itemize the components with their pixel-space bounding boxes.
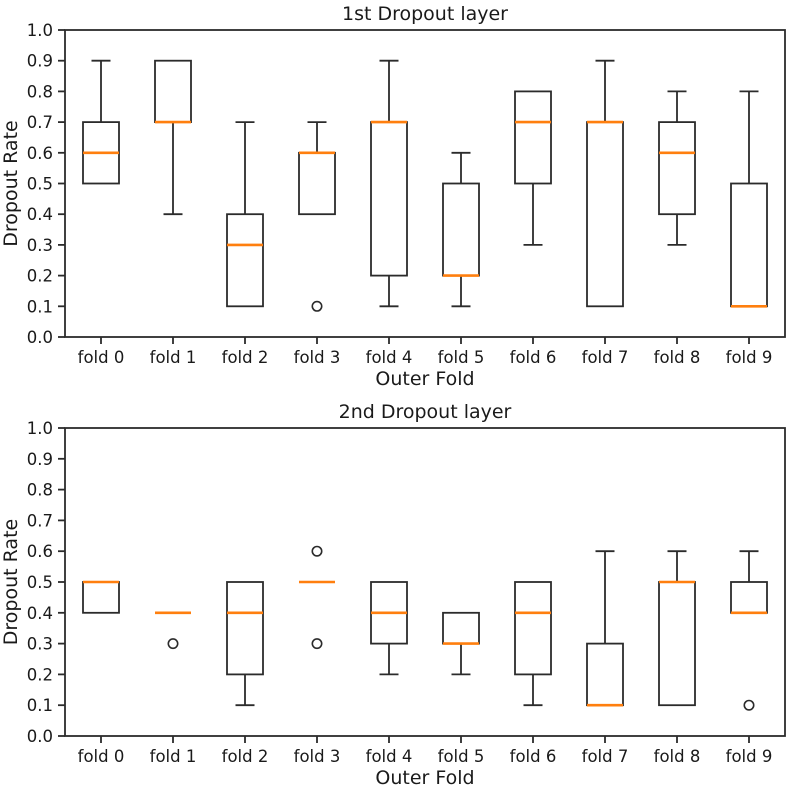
- box-fold-8: [658, 90, 696, 246]
- x-tick-label: fold 3: [294, 348, 341, 367]
- x-tick-label: fold 7: [582, 747, 629, 766]
- flier: [743, 699, 755, 711]
- y-tick-label: 0.8: [27, 82, 53, 101]
- box-fold-3: [298, 121, 336, 312]
- y-axis-label: Dropout Rate: [0, 120, 22, 246]
- x-tick-label: fold 4: [366, 348, 413, 367]
- y-tick-label: 0.8: [27, 481, 53, 500]
- y-tick-label: 1.0: [27, 21, 53, 40]
- box-fold-3: [299, 545, 335, 650]
- box-fold-2: [226, 121, 264, 308]
- x-axis-label: Outer Fold: [375, 368, 474, 390]
- y-tick-label: 1.0: [27, 419, 53, 438]
- x-tick-label: fold 3: [294, 747, 341, 766]
- x-tick-label: fold 6: [510, 348, 557, 367]
- box-rect: [154, 59, 192, 124]
- plot-title: 2nd Dropout layer: [339, 401, 512, 423]
- y-tick-label: 0.9: [27, 450, 53, 469]
- y-tick-label: 0.1: [27, 696, 53, 715]
- flier: [311, 638, 323, 650]
- x-tick-label: fold 0: [78, 348, 125, 367]
- y-tick-label: 0.5: [27, 175, 53, 194]
- box-fold-2: [226, 581, 264, 707]
- box-rect: [730, 182, 768, 308]
- box-fold-8: [658, 550, 696, 707]
- box-fold-1: [155, 611, 191, 650]
- x-tick-label: fold 9: [726, 747, 773, 766]
- x-tick-label: fold 2: [222, 747, 269, 766]
- box-rect: [730, 581, 768, 614]
- x-axis-label: Outer Fold: [375, 767, 474, 789]
- x-tick-label: fold 8: [654, 747, 701, 766]
- y-tick-label: 0.4: [27, 604, 53, 623]
- box-rect: [226, 213, 264, 308]
- x-tick-label: fold 7: [582, 348, 629, 367]
- x-tick-label: fold 1: [150, 747, 197, 766]
- y-tick-label: 0.5: [27, 573, 53, 592]
- y-tick-label: 0.6: [27, 542, 53, 561]
- flier: [167, 638, 179, 650]
- box-fold-5: [442, 611, 480, 676]
- box-fold-1: [154, 59, 192, 216]
- box-rect: [658, 121, 696, 216]
- x-tick-label: fold 1: [150, 348, 197, 367]
- y-tick-label: 0.9: [27, 52, 53, 71]
- box-fold-9: [730, 90, 768, 308]
- flier: [311, 300, 323, 312]
- y-axis-label: Dropout Rate: [0, 519, 22, 645]
- y-tick-label: 0.0: [27, 727, 53, 746]
- x-tick-label: fold 6: [510, 747, 557, 766]
- y-tick-label: 0.1: [27, 297, 53, 316]
- box-rect: [658, 581, 696, 707]
- box-fold-4: [370, 581, 408, 676]
- subplot-2: 0.0 0.1 0.2 0.3 0.4 0.5 0.6 0.7 0.8 0.9 1.0 fold 0 f…: [0, 401, 786, 789]
- box-rect: [298, 151, 336, 216]
- box-rect: [442, 611, 480, 645]
- box-rect: [586, 642, 624, 707]
- box-fold-6: [514, 581, 552, 707]
- box-rect: [442, 182, 480, 277]
- y-tick-label: 0.4: [27, 205, 53, 224]
- box-fold-6: [514, 90, 552, 246]
- x-tick-label: fold 2: [222, 348, 269, 367]
- box-rect: [226, 581, 264, 676]
- y-tick-label: 0.2: [27, 665, 53, 684]
- box-rect: [586, 121, 624, 308]
- box-fold-0: [82, 580, 120, 614]
- box-fold-4: [370, 59, 408, 308]
- x-tick-label: fold 8: [654, 348, 701, 367]
- box-fold-9: [730, 550, 768, 711]
- box-fold-5: [442, 151, 480, 308]
- box-rect: [514, 581, 552, 676]
- box-rect: [514, 90, 552, 185]
- box-fold-7: [586, 59, 624, 308]
- box-rect: [82, 581, 120, 614]
- subplot-1: 0.0 0.1 0.2 0.3 0.4 0.5 0.6 0.7 0.8 0.9 1.0 fold 0 f…: [0, 3, 786, 390]
- y-tick-label: 0.3: [27, 236, 53, 255]
- box-fold-7: [586, 550, 624, 707]
- box-rect: [370, 121, 408, 277]
- x-tick-label: fold 4: [366, 747, 413, 766]
- y-tick-label: 0.7: [27, 511, 53, 530]
- x-tick-label: fold 0: [78, 747, 125, 766]
- y-tick-label: 0.6: [27, 144, 53, 163]
- y-tick-label: 0.0: [27, 328, 53, 347]
- x-tick-label: fold 5: [438, 747, 485, 766]
- flier: [311, 545, 323, 557]
- plot-title: 1st Dropout layer: [342, 3, 508, 25]
- x-tick-label: fold 5: [438, 348, 485, 367]
- box-fold-0: [82, 59, 120, 185]
- x-tick-label: fold 9: [726, 348, 773, 367]
- y-tick-label: 0.2: [27, 267, 53, 286]
- y-tick-label: 0.7: [27, 113, 53, 132]
- y-tick-label: 0.3: [27, 635, 53, 654]
